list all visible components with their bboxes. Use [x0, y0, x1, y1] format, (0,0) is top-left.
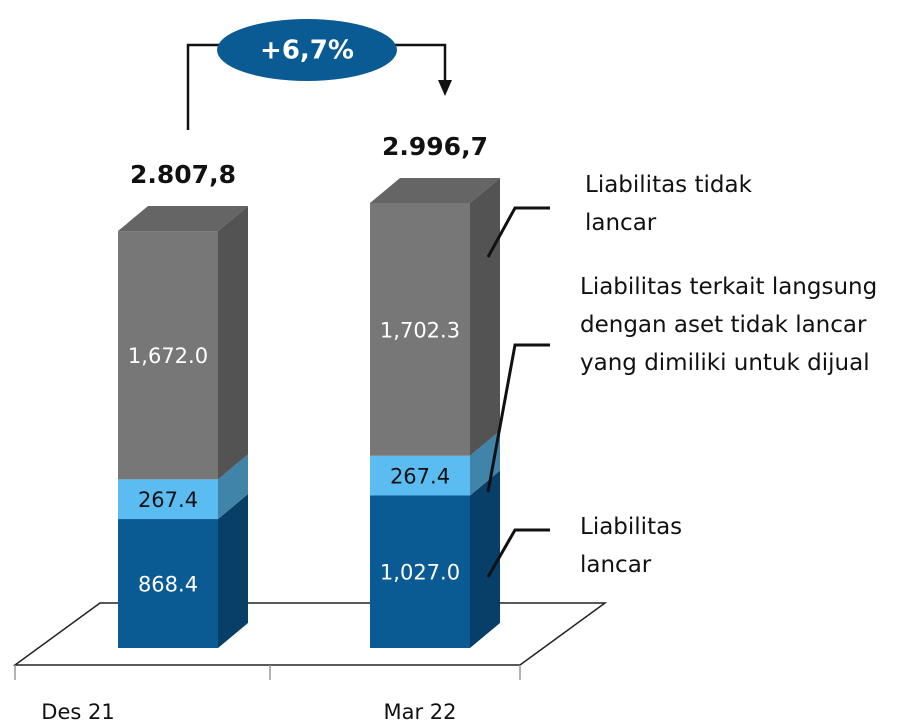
bar-top	[370, 178, 500, 203]
x-tick-label: Mar 22	[383, 700, 456, 724]
legend-entry: Liabilitas tidak lancar	[585, 172, 752, 236]
bar-segment	[118, 479, 218, 520]
total-label: 2.996,7	[382, 132, 488, 161]
bar-top	[118, 206, 248, 232]
bar-side	[218, 494, 248, 648]
bar-segment	[370, 455, 470, 496]
value-label: 267.4	[390, 465, 450, 489]
legend-leaders	[486, 206, 550, 578]
growth-badge	[217, 19, 397, 81]
bar-segment	[370, 495, 470, 648]
bar-segment	[118, 519, 218, 648]
value-label: 1,702.3	[380, 318, 460, 342]
bar-segment	[118, 231, 218, 480]
growth-label: +6,7%	[260, 36, 354, 66]
bars: 868.4 267.4 1,672.0 1,027.0 267.4 1,702.3	[118, 178, 500, 648]
bar-segment	[370, 203, 470, 456]
bar-side	[218, 454, 248, 520]
value-label: 267.4	[138, 488, 198, 512]
bar-side	[470, 178, 500, 456]
arrow-head	[438, 80, 452, 96]
floor	[12, 602, 608, 666]
legend-entry: Liabilitas lancar	[580, 514, 683, 578]
total-label: 2.807,8	[130, 160, 236, 189]
value-label: 868.4	[138, 573, 198, 597]
bar-side	[218, 206, 248, 480]
value-label: 1,027.0	[380, 561, 460, 585]
legend-entry: Liabilitas terkait langsung dengan aset …	[580, 274, 878, 376]
x-tick-label: Des 21	[41, 700, 114, 724]
value-label: 1,672.0	[128, 344, 208, 368]
bar-side	[470, 470, 500, 648]
bar-side	[470, 430, 500, 496]
axis-ticks	[14, 665, 521, 680]
